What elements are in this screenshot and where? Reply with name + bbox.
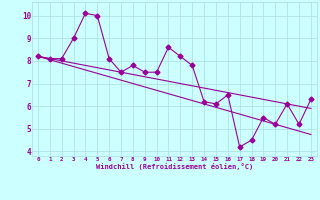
X-axis label: Windchill (Refroidissement éolien,°C): Windchill (Refroidissement éolien,°C)	[96, 163, 253, 170]
